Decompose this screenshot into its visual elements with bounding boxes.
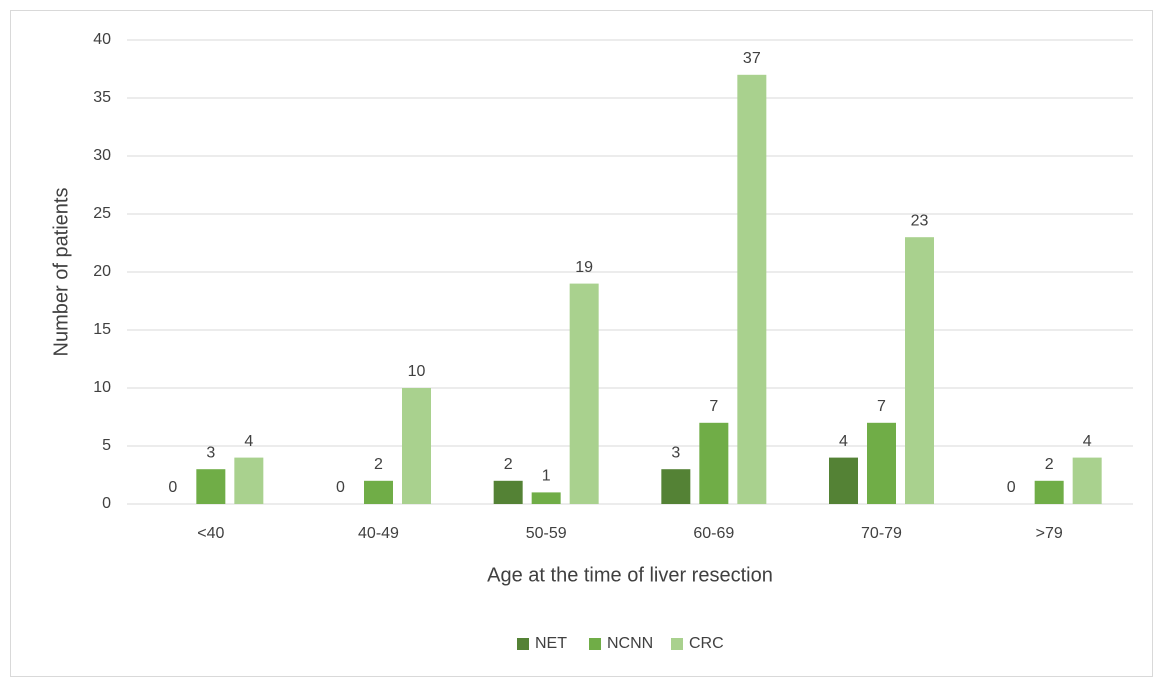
legend-label: NET — [535, 635, 567, 652]
y-tick-label: 20 — [93, 263, 111, 280]
data-label: 2 — [374, 456, 383, 473]
bar — [905, 237, 934, 504]
data-label: 23 — [911, 212, 929, 229]
x-tick-label: 60-69 — [693, 525, 734, 542]
y-tick-label: 40 — [93, 31, 111, 48]
y-tick-label: 25 — [93, 205, 111, 222]
data-label: 2 — [1045, 456, 1054, 473]
x-tick-label: 70-79 — [861, 525, 902, 542]
bar — [867, 422, 896, 504]
bar — [829, 457, 858, 504]
y-tick-label: 10 — [93, 379, 111, 396]
data-label: 4 — [244, 433, 253, 450]
bar — [699, 422, 729, 504]
legend-swatch — [589, 638, 601, 650]
data-label: 7 — [709, 398, 718, 415]
data-label: 4 — [839, 433, 848, 450]
bar — [569, 283, 599, 504]
x-axis-label: Age at the time of liver resection — [487, 564, 773, 586]
x-tick-label: >79 — [1036, 525, 1063, 542]
data-label: 0 — [168, 479, 177, 496]
x-tick-label: 50-59 — [526, 525, 567, 542]
data-label: 2 — [504, 456, 513, 473]
y-tick-label: 15 — [93, 321, 111, 338]
legend-label: CRC — [689, 635, 724, 652]
bar — [531, 492, 561, 504]
data-label: 37 — [743, 50, 761, 67]
bar — [402, 388, 431, 504]
y-tick-label: 35 — [93, 89, 111, 106]
y-axis-label: Number of patients — [50, 188, 72, 357]
legend-swatch — [517, 638, 529, 650]
data-label: 0 — [336, 479, 345, 496]
data-label: 3 — [206, 444, 215, 461]
bar — [1034, 480, 1064, 504]
bar — [661, 469, 691, 504]
data-label: 0 — [1007, 479, 1016, 496]
bar — [364, 480, 393, 504]
data-label: 4 — [1083, 433, 1092, 450]
legend-swatch — [671, 638, 683, 650]
data-label: 7 — [877, 398, 886, 415]
y-tick-label: 0 — [102, 495, 111, 512]
data-label: 1 — [542, 468, 551, 485]
y-tick-label: 5 — [102, 437, 111, 454]
x-tick-label: <40 — [197, 525, 224, 542]
data-label: 19 — [575, 259, 593, 276]
bar — [1072, 457, 1102, 504]
bar — [234, 457, 264, 504]
bar — [196, 469, 226, 504]
y-tick-label: 30 — [93, 147, 111, 164]
bar — [493, 480, 523, 504]
bar — [737, 74, 767, 505]
x-tick-label: 40-49 — [358, 525, 399, 542]
legend-label: NCNN — [607, 635, 653, 652]
data-label: 3 — [671, 444, 680, 461]
data-label: 10 — [408, 363, 426, 380]
